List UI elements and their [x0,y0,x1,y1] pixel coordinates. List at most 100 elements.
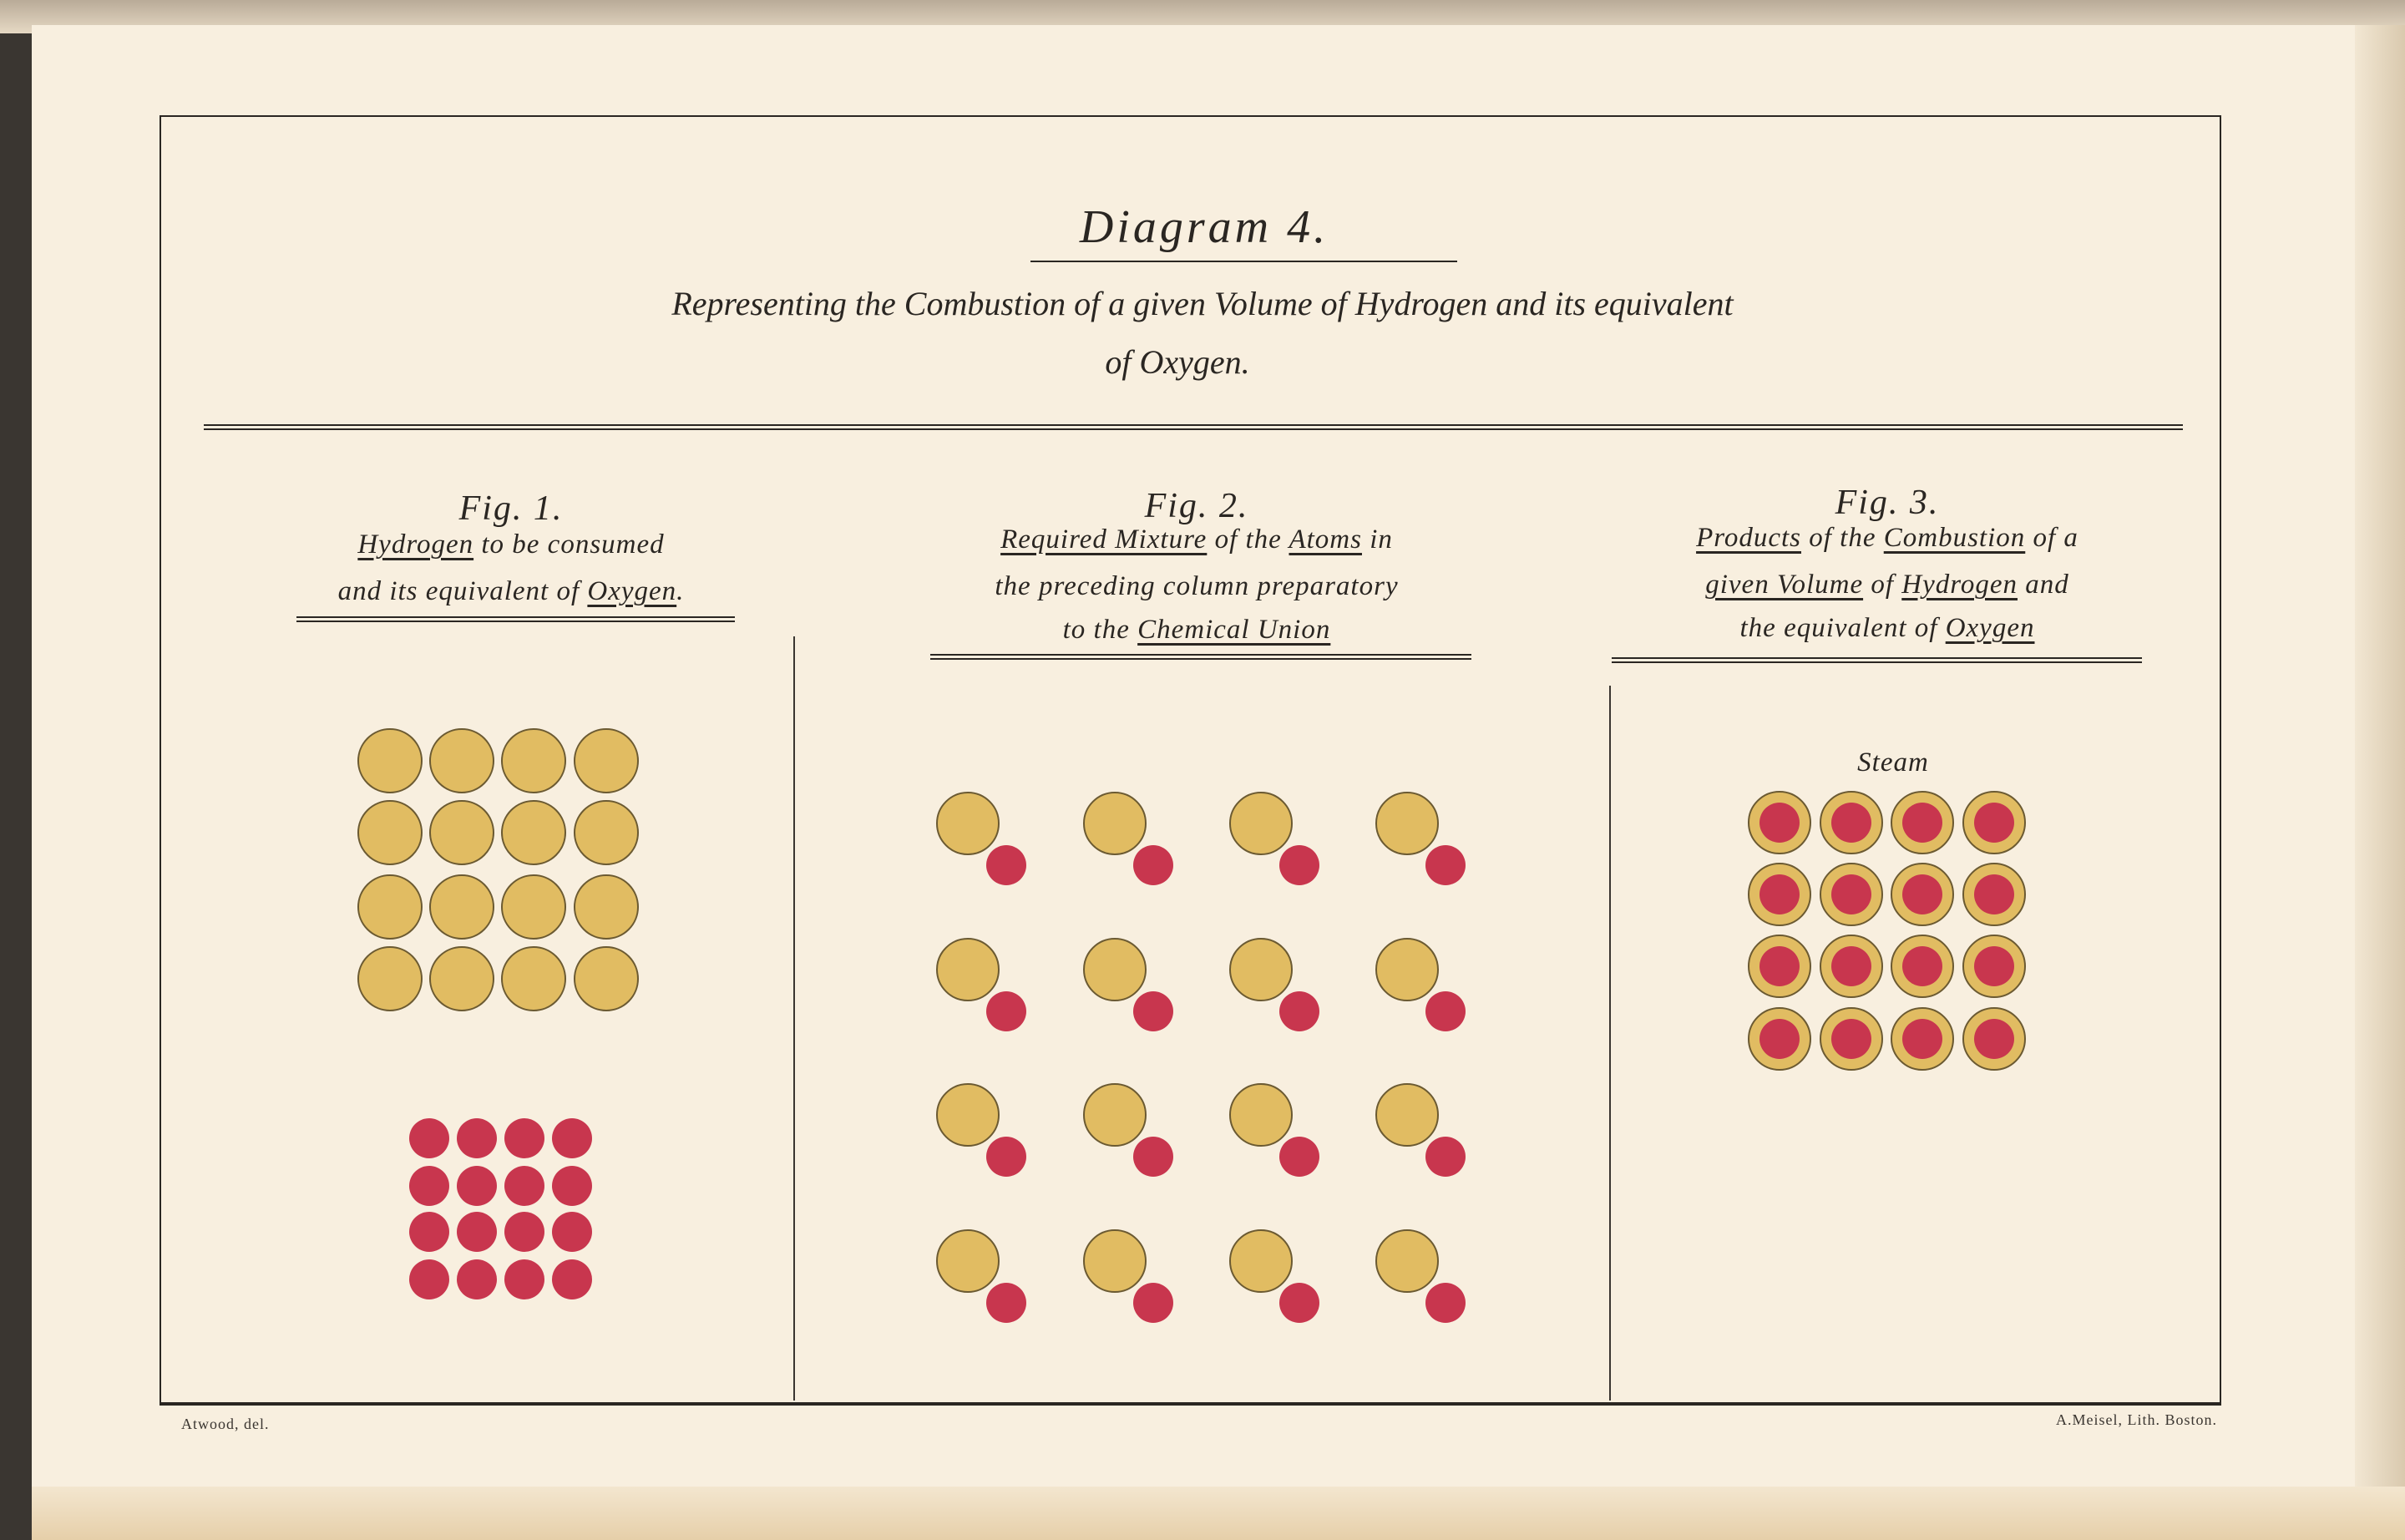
oxygen-atom [504,1118,544,1158]
oxygen-atom [409,1166,449,1206]
fig1-caption-line-1: Hydrogen to be consumed [357,529,664,560]
oxygen-atom [457,1212,497,1252]
oxygen-atom [1425,1137,1466,1177]
hydrogen-atom [357,874,423,940]
credit-lithographer: A.Meisel, Lith. Boston. [2056,1411,2217,1428]
oxygen-atom [409,1118,449,1158]
fig2-caption-line-2: the preceding column preparatory [995,571,1398,602]
hydrogen-atom [574,874,639,940]
fig1-caption-rule [296,616,735,622]
steam-molecule-oxygen [1902,803,1942,843]
diagram-title: Diagram 4. [1079,201,1329,253]
hydrogen-atom [936,938,1000,1001]
fig2-caption-line-3: to the Chemical Union [1063,615,1331,646]
underlined-term: Chemical Union [1137,615,1331,645]
hydrogen-atom [1229,938,1293,1001]
hydrogen-atom [357,946,423,1011]
oxygen-atom [1425,845,1466,885]
steam-label: Steam [1857,747,1929,778]
fig2-heading: Fig. 2. [1144,487,1249,525]
hydrogen-atom [501,728,566,793]
fig2-caption-rule [930,654,1471,660]
oxygen-atom [1279,1137,1319,1177]
hydrogen-atom [1375,1229,1439,1293]
caption-text: and [2018,570,2069,600]
steam-molecule-oxygen [1759,803,1800,843]
hydrogen-atom [936,792,1000,855]
hydrogen-atom [501,800,566,865]
caption-text: of the [1801,523,1884,553]
steam-molecule-oxygen [1759,1019,1800,1059]
oxygen-atom [457,1259,497,1299]
oxygen-atom [1133,991,1173,1031]
hydrogen-atom [429,874,494,940]
hydrogen-atom [1083,1083,1147,1147]
hydrogen-atom [574,946,639,1011]
fig1-caption-line-2: and its equivalent of Oxygen. [338,576,685,607]
hydrogen-atom [357,728,423,793]
steam-molecule-oxygen [1831,946,1871,986]
hydrogen-atom [1083,1229,1147,1293]
oxygen-atom [409,1259,449,1299]
steam-molecule-oxygen [1902,946,1942,986]
hydrogen-atom [1083,792,1147,855]
hydrogen-atom [574,800,639,865]
oxygen-atom [552,1259,592,1299]
underlined-term: Oxygen [1945,613,2035,643]
steam-molecule-oxygen [1974,946,2014,986]
oxygen-atom [1133,845,1173,885]
steam-molecule-oxygen [1974,803,2014,843]
hydrogen-atom [429,800,494,865]
fig3-heading: Fig. 3. [1835,484,1940,522]
oxygen-atom [986,1283,1026,1323]
underlined-term: Atoms [1289,524,1362,555]
caption-text: of a [2025,523,2078,553]
caption-text: in [1361,524,1393,555]
page-bottom-edge [32,1487,2405,1540]
oxygen-atom [409,1212,449,1252]
caption-text: to be consumed [473,529,665,560]
steam-molecule-oxygen [1902,1019,1942,1059]
hydrogen-atom [1375,792,1439,855]
caption-text: the preceding column preparatory [995,571,1399,601]
caption-text: of [1863,570,1902,600]
fig3-caption-rule [1612,657,2142,663]
caption-text: the equivalent of [1739,613,1946,643]
underlined-term: Oxygen [587,576,677,606]
hydrogen-atom [1229,1229,1293,1293]
underlined-term: Hydrogen [357,529,474,560]
steam-molecule-oxygen [1831,803,1871,843]
steam-molecule-oxygen [1759,874,1800,914]
steam-molecule-oxygen [1974,1019,2014,1059]
oxygen-atom [986,1137,1026,1177]
caption-text: . [676,576,685,606]
oxygen-atom [552,1166,592,1206]
hydrogen-atom [574,728,639,793]
fig3-caption-line-1: Products of the Combustion of a [1696,523,2078,554]
hydrogen-atom [501,874,566,940]
page-right-edge [2355,25,2405,1540]
hydrogen-atom [1375,938,1439,1001]
oxygen-atom [1133,1283,1173,1323]
oxygen-atom [504,1212,544,1252]
steam-molecule-oxygen [1759,946,1800,986]
fig1-heading: Fig. 1. [458,489,564,528]
title-underline [1030,261,1457,262]
subtitle-line-1: Representing the Combustion of a given V… [671,285,1734,322]
hydrogen-atom [936,1083,1000,1147]
caption-text: to the [1062,615,1138,645]
oxygen-atom [457,1166,497,1206]
hydrogen-atom [429,728,494,793]
subtitle-line-2: of Oxygen. [1105,343,1250,381]
underlined-term: Combustion [1883,523,2026,553]
fig3-caption-line-2: given Volume of Hydrogen and [1705,570,2069,600]
oxygen-atom [552,1118,592,1158]
underlined-term: Products [1696,523,1801,553]
oxygen-atom [986,991,1026,1031]
oxygen-atom [1279,1283,1319,1323]
oxygen-atom [504,1259,544,1299]
oxygen-atom [504,1166,544,1206]
caption-text: of the [1207,524,1289,555]
hydrogen-atom [429,946,494,1011]
